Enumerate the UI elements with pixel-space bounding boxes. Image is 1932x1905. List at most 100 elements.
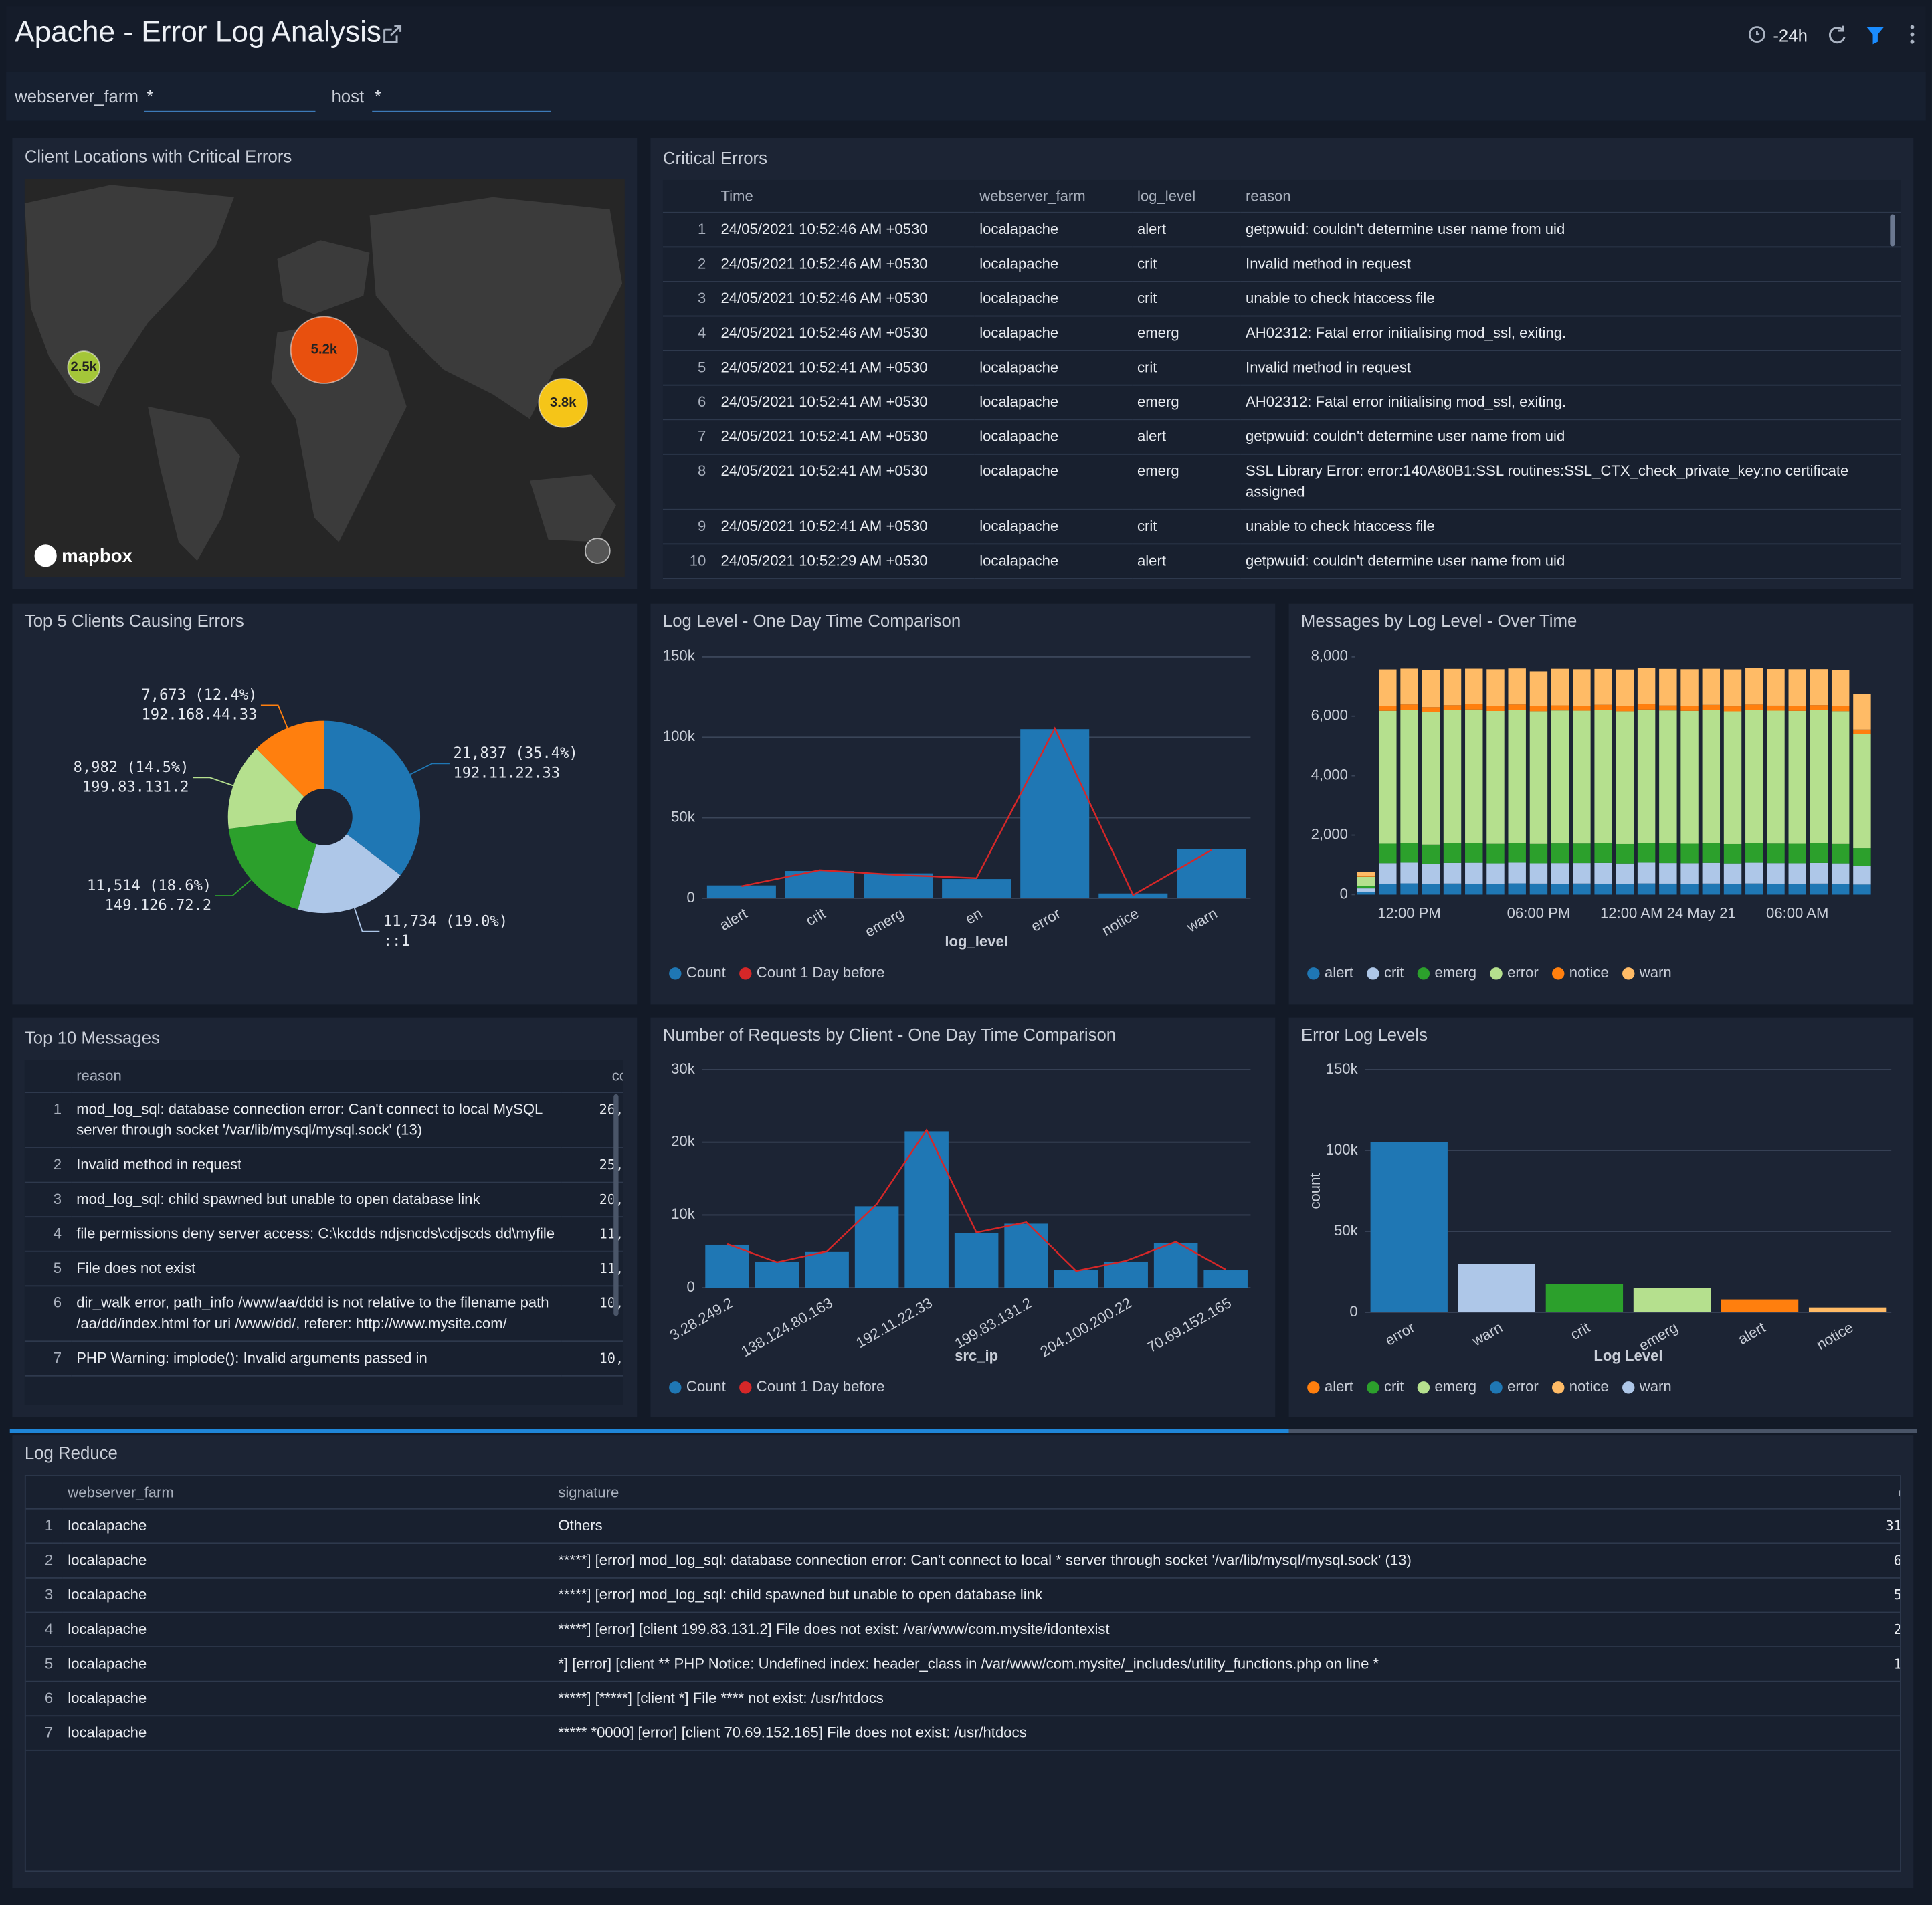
table-container[interactable]: Timewebserver_farmlog_levelreasoncount12…	[662, 179, 1901, 579]
table-cell: 24/05/2021 10:52:41 AM +0530	[716, 509, 975, 545]
table-cell: 6,819	[1783, 1543, 1901, 1579]
table-row: 7 24/05/2021 10:52:41 AM +0530 localapache…	[662, 419, 1901, 455]
column-header: count	[561, 1060, 623, 1094]
row-number: 5	[662, 350, 716, 386]
panel	[12, 138, 638, 589]
table-row: 6 dir_walk error, path_info /www/aa/ddd i…	[24, 1286, 623, 1342]
row-number: 2	[25, 1543, 63, 1579]
row-number: 3	[25, 1577, 63, 1613]
table-cell: *****] [error] mod_log_sql: child spawne…	[553, 1577, 1783, 1613]
table-row: 3 localapache *****] [error] mod_log_sql: …	[25, 1577, 1901, 1613]
table-cell: *****] [error] [client 199.83.131.2] Fil…	[553, 1612, 1783, 1648]
table-row: 6 localapache *****] [*****] [client *] Fi…	[25, 1681, 1901, 1717]
table-container[interactable]: reasoncount1mod_log_sql: database connec…	[24, 1060, 623, 1405]
table-row: 4 localapache *****] [error] [client 199.8…	[25, 1612, 1901, 1648]
table-cell: SSL Library Error: error:140A80B1:SSL ro…	[1240, 454, 1877, 510]
panel-title: Critical Errors	[662, 148, 768, 168]
table-cell: 24/05/2021 10:52:46 AM +0530	[716, 212, 975, 248]
table-cell: localapache	[62, 1543, 553, 1579]
filter-bar	[6, 71, 1926, 121]
table-cell: AH02312: Fatal error initialising mod_ss…	[1240, 385, 1877, 421]
table-cell: crit	[1132, 247, 1241, 282]
index-header	[25, 1476, 63, 1510]
table-cell: 11,572	[561, 1217, 623, 1252]
panel: Top 10 Messages reasoncount1mod_log_sql:…	[12, 1017, 638, 1417]
index-header	[24, 1060, 72, 1094]
row-number: 1	[24, 1092, 72, 1148]
table-row: 2 localapache *****] [error] mod_log_sql: …	[25, 1543, 1901, 1579]
row-number: 8	[662, 454, 716, 510]
table-cell: 24/05/2021 10:52:41 AM +0530	[716, 385, 975, 421]
row-number: 3	[24, 1182, 72, 1218]
table-cell: mod_log_sql: database connection error: …	[71, 1092, 562, 1148]
column-header: webserver_farm	[974, 179, 1133, 213]
filter-label: host	[331, 86, 365, 106]
table-cell: 2	[1876, 316, 1901, 352]
table-cell: 637	[1783, 1681, 1901, 1717]
table-cell: 2	[1876, 212, 1901, 248]
scrollbar[interactable]	[613, 1094, 619, 1316]
table-cell: localapache	[974, 544, 1133, 579]
table-cell: emerg	[1132, 385, 1241, 421]
table-cell: Invalid method in request	[1240, 247, 1877, 282]
row-number: 6	[25, 1681, 63, 1717]
row-number: 7	[662, 419, 716, 455]
table-row: 1 24/05/2021 10:52:46 AM +0530 localapache…	[662, 212, 1901, 248]
row-number: 1	[662, 212, 716, 248]
filter-input[interactable]: *	[372, 86, 551, 112]
refresh-icon[interactable]	[1826, 23, 1848, 45]
menu-icon[interactable]	[1905, 23, 1919, 45]
share-icon[interactable]	[379, 22, 404, 47]
table-cell: alert	[1132, 212, 1241, 248]
row-number: 3	[662, 281, 716, 317]
table-cell: localapache	[974, 247, 1133, 282]
table-cell: 24/05/2021 10:52:46 AM +0530	[716, 247, 975, 282]
table-cell: localapache	[974, 212, 1133, 248]
table-row: 4 24/05/2021 10:52:46 AM +0530 localapache…	[662, 316, 1901, 352]
table-cell: getpwuid: couldn't determine user name f…	[1240, 419, 1877, 455]
filter-icon[interactable]	[1864, 23, 1887, 45]
table-cell: crit	[1132, 350, 1241, 386]
table-cell: *****] [*****] [client *] File **** not …	[553, 1681, 1783, 1717]
table-cell: 10,233	[561, 1341, 623, 1377]
table-cell: PHP Warning: implode(): Invalid argument…	[71, 1341, 562, 1377]
table-row: 6 24/05/2021 10:52:41 AM +0530 localapache…	[662, 385, 1901, 421]
table-row: 1 mod_log_sql: database connection error:…	[24, 1092, 623, 1148]
panel: Log Reduce webserver_farmsignaturecount1…	[12, 1435, 1914, 1888]
dashboard-title: Apache - Error Log Analysis	[15, 15, 382, 49]
table-cell: alert	[1132, 419, 1241, 455]
row-number: 7	[24, 1341, 72, 1377]
data-table: reasoncount1mod_log_sql: database connec…	[24, 1060, 623, 1377]
table-container[interactable]: webserver_farmsignaturecount1localapache…	[24, 1475, 1901, 1872]
row-number: 1	[25, 1508, 63, 1544]
row-number: 2	[662, 247, 716, 282]
table-row: 7 PHP Warning: implode(): Invalid argumen…	[24, 1341, 623, 1377]
table-cell: 2	[1876, 385, 1901, 421]
table-row: 4 file permissions deny server access: C:…	[24, 1217, 623, 1252]
table-cell: 24/05/2021 10:52:41 AM +0530	[716, 350, 975, 386]
table-row: 2 24/05/2021 10:52:46 AM +0530 localapache…	[662, 247, 1901, 282]
table-cell: 1	[1876, 350, 1901, 386]
scrollbar[interactable]	[1890, 214, 1895, 247]
table-cell: 2,413	[1783, 1612, 1901, 1648]
column-header: reason	[1240, 179, 1877, 213]
progress-track	[1288, 1429, 1917, 1433]
panel	[650, 1017, 1276, 1417]
column-header: count	[1876, 179, 1901, 213]
table-cell: 1	[1876, 454, 1901, 510]
table-cell: crit	[1132, 281, 1241, 317]
filter-label: webserver_farm	[15, 86, 138, 106]
table-cell: *****] [error] mod_log_sql: database con…	[553, 1543, 1783, 1579]
table-row: 5 24/05/2021 10:52:41 AM +0530 localapache…	[662, 350, 1901, 386]
filter-input[interactable]: *	[144, 86, 316, 112]
table-cell: emerg	[1132, 316, 1241, 352]
header-bar	[6, 6, 1926, 72]
table-cell: localapache	[62, 1647, 553, 1682]
header-row: webserver_farmsignaturecount	[25, 1476, 1901, 1510]
time-range[interactable]: -24h	[1773, 25, 1808, 46]
table-cell: Invalid method in request	[71, 1148, 562, 1183]
